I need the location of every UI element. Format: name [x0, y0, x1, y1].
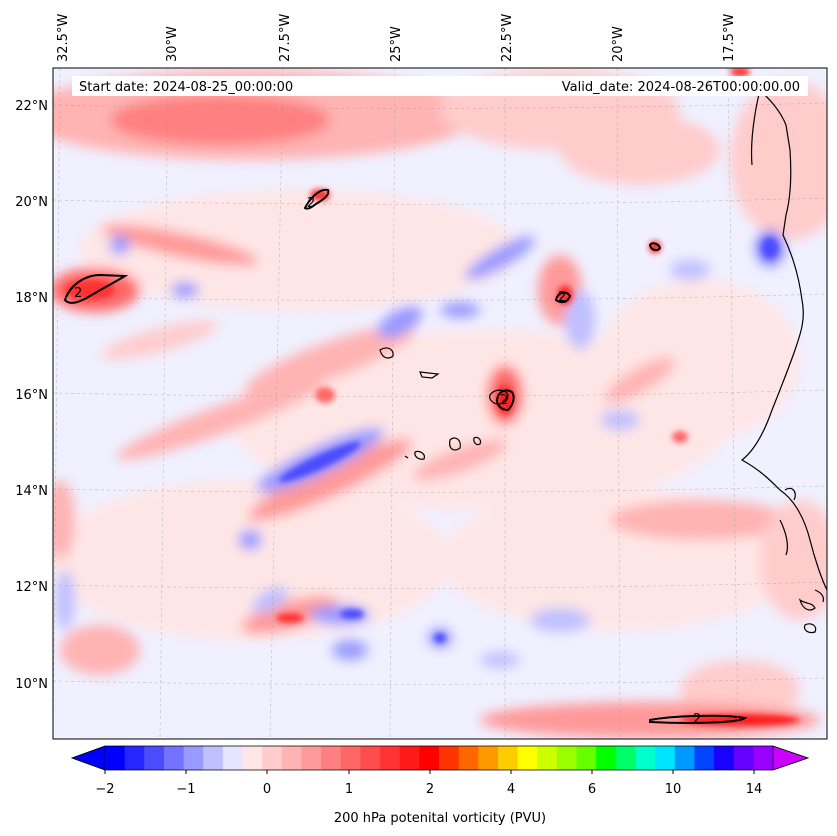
colorbar-bin	[419, 746, 440, 770]
graticule	[53, 68, 827, 739]
pv-field: 2 2 2 2 2	[53, 68, 827, 739]
colorbar-bin	[105, 746, 126, 770]
colorbar-bin	[655, 746, 676, 770]
longitude-tick-labels: 32.5°W 30°W 27.5°W 25°W 22.5°W 20°W 17.5°W	[56, 14, 737, 62]
pv-2-contours	[63, 188, 748, 724]
valid-date-label: Valid_date: 2024-08-26T00:00:00.00	[562, 80, 800, 95]
info-box	[72, 76, 808, 96]
lat-tick-label: 16°N	[15, 388, 48, 403]
colorbar-bin	[439, 746, 460, 770]
colorbar-bin	[222, 746, 244, 770]
colorbar-bin	[714, 746, 735, 770]
colorbar-bin	[203, 746, 224, 770]
lat-tick-label: 18°N	[15, 291, 48, 306]
lat-tick-label: 14°N	[15, 484, 48, 499]
lat-tick-label: 22°N	[15, 99, 48, 114]
colorbar-tick-label: 14	[746, 782, 763, 797]
start-date-label: Start date: 2024-08-25_00:00:00	[79, 80, 293, 95]
colorbar-tick-label: 2	[426, 782, 434, 797]
colorbar-bin	[576, 746, 597, 770]
lon-tick-label: 30°W	[165, 26, 180, 62]
colorbar-bin	[183, 746, 204, 770]
lat-tick-label: 20°N	[15, 195, 48, 210]
colorbar-label: 200 hPa potenital vorticity (PVU)	[334, 811, 546, 826]
colorbar-bin	[380, 746, 401, 770]
lon-tick-label: 17.5°W	[722, 14, 737, 62]
colorbar-bin	[281, 746, 302, 770]
colorbar-bin	[360, 746, 381, 770]
colorbar-tick-label: 4	[507, 782, 515, 797]
colorbar	[70, 745, 810, 771]
colorbar-over-arrow	[772, 745, 809, 771]
colorbar-bin	[124, 746, 145, 770]
lon-tick-label: 20°W	[611, 26, 626, 62]
colorbar-tick-label: −2	[95, 782, 114, 797]
colorbar-bin	[163, 746, 185, 770]
colorbar-bin	[497, 746, 519, 770]
contour-label-b: 2	[307, 196, 315, 211]
colorbar-bin	[674, 746, 695, 770]
colorbar-bin	[301, 746, 322, 770]
lat-tick-label: 12°N	[15, 580, 48, 595]
colorbar-bin	[733, 746, 754, 770]
colorbar-bin	[144, 746, 165, 770]
colorbar-bin	[694, 746, 715, 770]
colorbar-bin	[321, 746, 342, 770]
contour-label-a: 2	[74, 286, 82, 301]
colorbar-bin	[537, 746, 558, 770]
latitude-tick-labels: 22°N 20°N 18°N 16°N 14°N 12°N 10°N	[15, 99, 48, 692]
lon-tick-label: 27.5°W	[278, 14, 293, 62]
coastlines	[379, 89, 827, 634]
colorbar-tick-label: 10	[665, 782, 682, 797]
colorbar-bin	[517, 746, 538, 770]
lon-tick-label: 22.5°W	[500, 14, 515, 62]
colorbar-tick-label: 0	[263, 782, 271, 797]
colorbar-bin	[615, 746, 636, 770]
colorbar-under-arrow	[71, 745, 106, 771]
lat-tick-label: 10°N	[15, 677, 48, 692]
colorbar-bin	[635, 746, 656, 770]
colorbar-tick-label: 1	[345, 782, 353, 797]
contour-label-e: 2	[693, 712, 701, 727]
colorbar-bin	[242, 746, 263, 770]
colorbar-bin	[340, 746, 361, 770]
colorbar-bin	[753, 746, 774, 770]
colorbar-tick-label: 6	[588, 782, 596, 797]
lon-tick-label: 32.5°W	[56, 14, 71, 62]
contour-label-d: 2	[558, 290, 566, 305]
colorbar-bin	[458, 746, 479, 770]
contour-label-c: 2	[500, 393, 508, 408]
colorbar-tick-labels: −2 −1 0 1 2 4 6 10 14	[95, 770, 762, 797]
colorbar-tick-label: −1	[176, 782, 195, 797]
colorbar-bin	[399, 746, 420, 770]
colorbar-bin	[596, 746, 617, 770]
colorbar-bin	[556, 746, 578, 770]
map-frame	[52, 67, 828, 740]
colorbar-bin	[478, 746, 499, 770]
lon-tick-label: 25°W	[389, 26, 404, 62]
colorbar-bin	[262, 746, 283, 770]
